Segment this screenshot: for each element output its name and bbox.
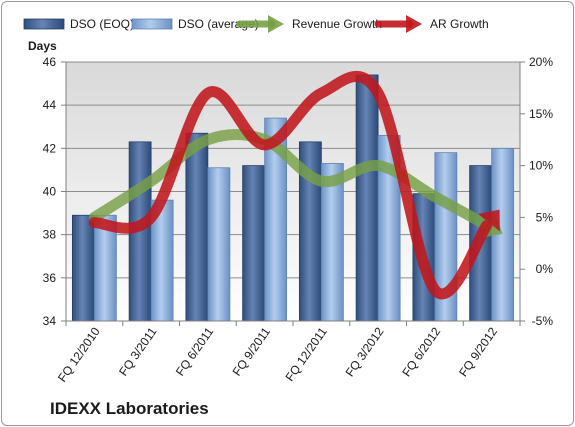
bar-dso-eoq (185, 132, 209, 322)
y-left-tick-label: 34 (43, 314, 57, 328)
y-right-tick-label: 10% (529, 159, 553, 173)
x-tick-label: FQ 6/2011 (173, 324, 217, 378)
y-right-tick-label: 15% (529, 107, 553, 121)
y-left-tick-label: 44 (43, 98, 57, 112)
bar-dso-eoq (242, 165, 266, 322)
bar-dso-average (207, 167, 231, 322)
bar-dso-eoq (355, 74, 379, 322)
y-left-tick-label: 36 (43, 271, 57, 285)
y-right-tick-label: 20% (529, 55, 553, 69)
legend-arrow-head-2 (268, 15, 284, 33)
x-tick-label: FQ 9/2012 (456, 324, 500, 379)
y-left-tick-label: 46 (43, 55, 57, 69)
legend-arrow-head-3 (406, 15, 422, 33)
x-tick-label: FQ 12/2010 (55, 324, 103, 384)
legend: DSO (EOQ) DSO (average) Revenue Growth AR G… (23, 15, 489, 33)
y-right-tick-label: 5% (536, 210, 554, 224)
x-tick-label: FQ 9/2011 (230, 324, 274, 378)
legend-swatch-1 (131, 18, 173, 30)
y-axis-label: Days (28, 39, 57, 53)
y-left-tick-label: 42 (43, 141, 57, 155)
x-tick-label: FQ 12/2011 (283, 324, 330, 383)
legend-label-1: DSO (average) (178, 17, 259, 31)
bars-layer (71, 74, 515, 322)
y-left-tick-label: 40 (43, 185, 57, 199)
x-tick-label: FQ 6/2012 (399, 324, 443, 379)
growth-lines-layer (88, 70, 503, 300)
x-tick-label: FQ 3/2011 (116, 324, 160, 378)
legend-swatch-0 (23, 18, 65, 30)
y-left-tick-label: 38 (43, 228, 57, 242)
y-right-tick-label: 0% (536, 262, 554, 276)
legend-label-3: AR Growth (430, 17, 489, 31)
ar-growth-line-arrowhead (478, 209, 500, 232)
bar-dso-eoq (71, 214, 95, 322)
x-tick-label: FQ 3/2012 (343, 324, 387, 379)
legend-label-0: DSO (EOQ) (70, 17, 134, 31)
ar-growth-line-group (88, 70, 500, 300)
y-right-tick-label: -5% (532, 314, 554, 328)
ar-growth-line (88, 70, 493, 300)
legend-label-2: Revenue Growth (292, 17, 382, 31)
company-label: IDEXX Laboratories (50, 399, 209, 418)
revenue-growth-line (88, 129, 491, 230)
